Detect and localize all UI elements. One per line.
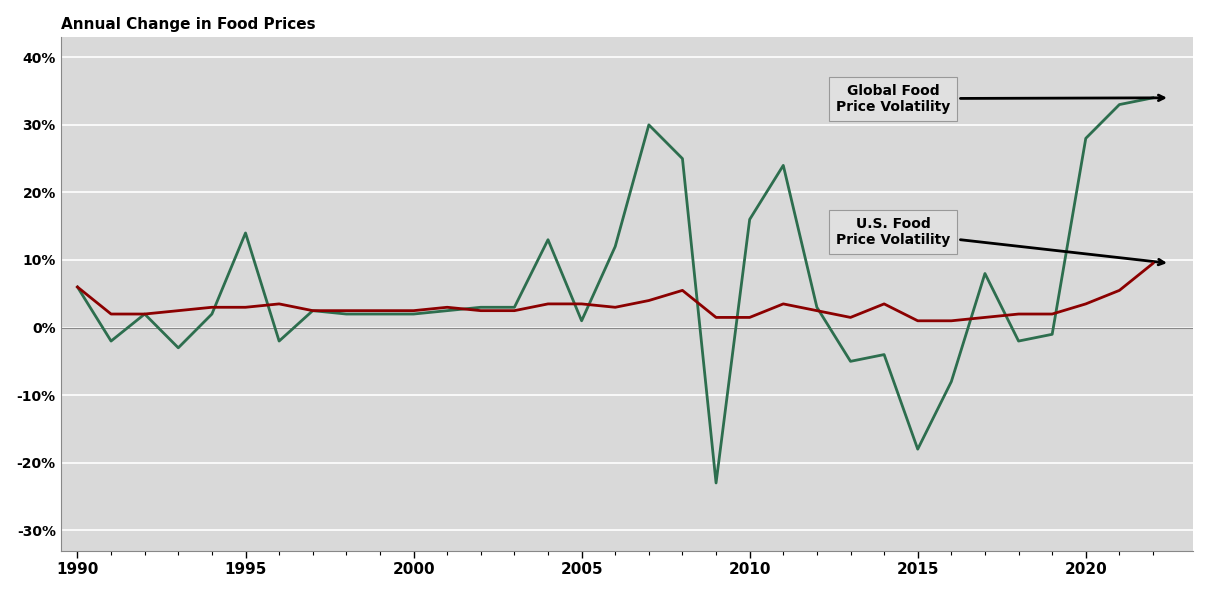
Text: Annual Change in Food Prices: Annual Change in Food Prices xyxy=(60,17,316,31)
Text: Global Food
Price Volatility: Global Food Price Volatility xyxy=(836,84,1164,113)
Text: U.S. Food
Price Volatility: U.S. Food Price Volatility xyxy=(836,217,1164,265)
